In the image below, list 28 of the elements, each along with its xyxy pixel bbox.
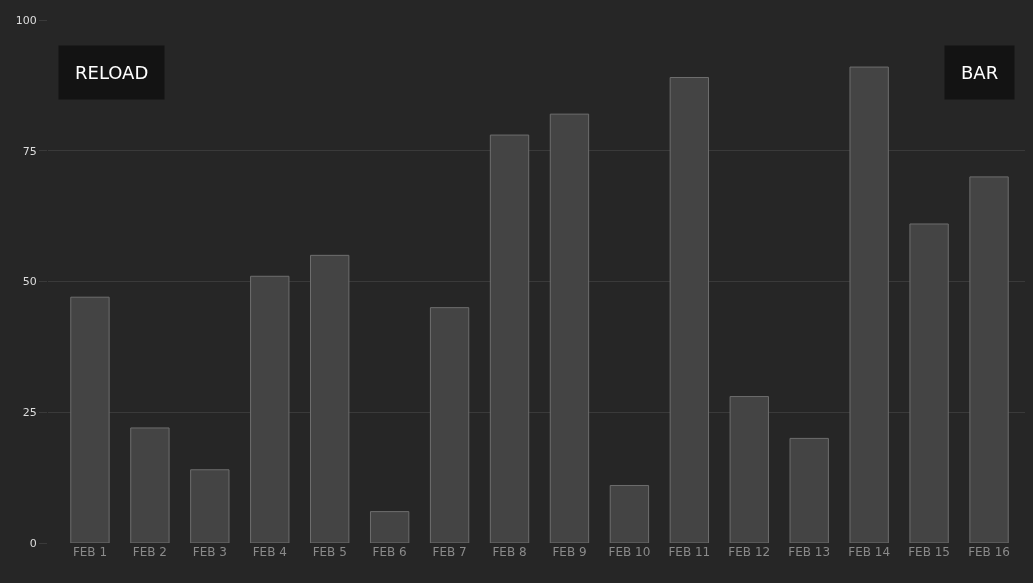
- x-tick-label: FEB 10: [608, 545, 651, 559]
- y-tick-label: 75: [22, 144, 37, 158]
- x-tick-label: FEB 4: [252, 545, 287, 559]
- bar: [369, 511, 410, 543]
- x-tick-label: FEB 15: [908, 545, 951, 559]
- x-tick-label: FEB 5: [312, 545, 347, 559]
- annotation: RELOAD: [75, 62, 149, 83]
- x-tick-label: FEB 14: [848, 545, 891, 559]
- bar: [789, 437, 829, 543]
- bar: [190, 469, 230, 543]
- x-tick-label: FEB 6: [372, 545, 407, 559]
- x-tick-label: FEB 8: [492, 545, 527, 559]
- y-tick-label: 100: [15, 13, 37, 27]
- bar: [130, 427, 170, 543]
- x-tick-label: FEB 16: [968, 545, 1010, 559]
- x-tick-label: FEB 3: [192, 545, 227, 559]
- bar: [609, 484, 650, 543]
- annotation: BAR: [961, 62, 999, 83]
- x-tick-label: FEB 9: [552, 545, 587, 559]
- y-tick-label: 50: [22, 275, 37, 289]
- x-tick-label: FEB 1: [72, 545, 108, 559]
- x-tick-label: FEB 13: [788, 545, 831, 559]
- x-tick-label: FEB 12: [728, 545, 771, 559]
- y-tick-label: 25: [22, 406, 37, 420]
- x-tick-label: FEB 11: [668, 545, 711, 559]
- x-tick-label: FEB 7: [432, 545, 467, 559]
- y-tick-label: 0: [29, 536, 37, 550]
- x-tick-label: FEB 2: [132, 545, 167, 559]
